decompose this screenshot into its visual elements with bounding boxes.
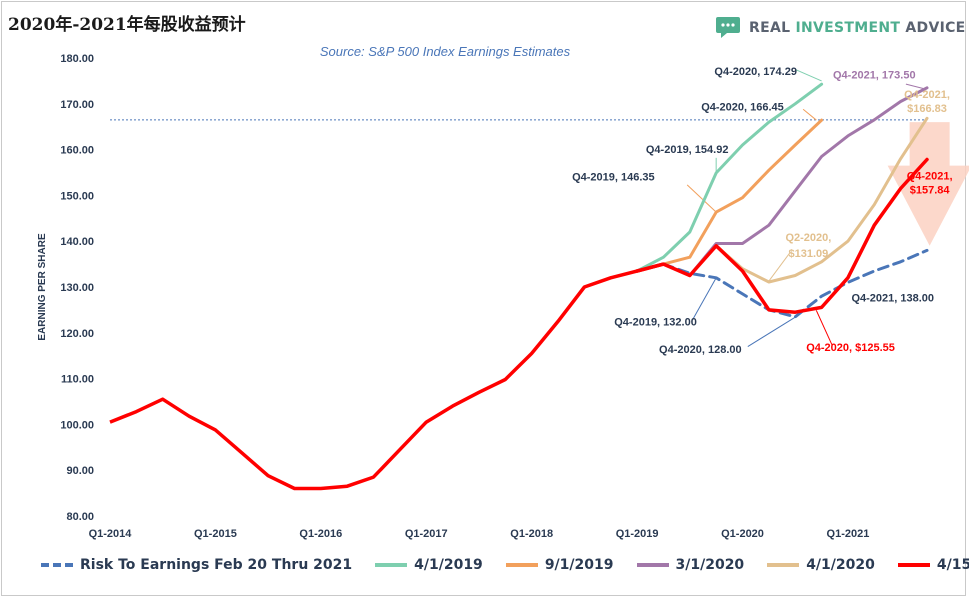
x-tick-label: Q1-2020 bbox=[721, 528, 764, 540]
callout-line bbox=[768, 252, 791, 282]
x-tick-label: Q1-2014 bbox=[89, 528, 133, 540]
legend-label: 9/1/2019 bbox=[544, 557, 614, 573]
brand-logo: REAL INVESTMENT ADVICE bbox=[715, 16, 966, 40]
page-title: 2020年-2021年每股收益预计 bbox=[8, 15, 246, 35]
x-tick-label: Q1-2017 bbox=[405, 528, 448, 540]
callout-line bbox=[795, 68, 822, 82]
legend-item: 4/15/2020 bbox=[897, 557, 969, 573]
series-line-5 bbox=[635, 157, 929, 314]
y-tick-label: 100.00 bbox=[60, 419, 94, 431]
brand-name: REAL INVESTMENT ADVICE bbox=[749, 20, 966, 36]
y-tick-label: 150.00 bbox=[60, 190, 94, 202]
y-tick-label: 90.00 bbox=[66, 465, 94, 477]
series-line-2 bbox=[662, 118, 824, 266]
x-tick-label: Q1-2016 bbox=[299, 528, 342, 540]
data-label: Q4-2019, 154.92 bbox=[646, 144, 729, 156]
data-label: Q4-2021, bbox=[904, 89, 950, 101]
data-label: $166.83 bbox=[907, 103, 947, 115]
legend-swatch bbox=[41, 563, 73, 567]
legend-item: 3/1/2020 bbox=[636, 557, 745, 573]
chart-legend: Risk To Earnings Feb 20 Thru 2021 4/1/201… bbox=[40, 552, 969, 578]
down-arrow-icon bbox=[887, 122, 969, 246]
y-tick-label: 160.00 bbox=[60, 145, 94, 157]
series-line-1 bbox=[635, 82, 824, 273]
callout-line bbox=[692, 277, 717, 321]
data-label: Q4-2021, 138.00 bbox=[851, 293, 934, 305]
base-history-line bbox=[109, 262, 664, 491]
x-tick-label: Q1-2021 bbox=[827, 528, 870, 540]
series-line-0 bbox=[662, 248, 929, 319]
legend-swatch bbox=[897, 563, 930, 567]
legend-item: Risk To Earnings Feb 20 Thru 2021 bbox=[40, 557, 352, 573]
callout-line bbox=[802, 108, 817, 121]
x-tick-label: Q1-2018 bbox=[510, 528, 553, 540]
data-label: $131.09 bbox=[789, 248, 829, 260]
data-label: Q2-2020, bbox=[785, 232, 831, 244]
x-tick-label: Q1-2015 bbox=[194, 528, 237, 540]
y-tick-label: 80.00 bbox=[66, 511, 94, 523]
data-label: Q4-2021, bbox=[907, 170, 953, 182]
legend-item: 9/1/2019 bbox=[505, 557, 614, 573]
data-label: Q4-2021, 173.50 bbox=[833, 70, 916, 82]
legend-swatch bbox=[505, 563, 538, 567]
y-tick-label: 180.00 bbox=[60, 53, 94, 65]
y-tick-label: 140.00 bbox=[60, 236, 94, 248]
data-label: Q4-2019, 132.00 bbox=[614, 316, 697, 328]
callout-line bbox=[815, 310, 833, 346]
legend-swatch bbox=[636, 563, 669, 567]
y-tick-label: 120.00 bbox=[60, 328, 94, 340]
legend-label: 4/1/2019 bbox=[414, 557, 483, 573]
y-tick-label: 110.00 bbox=[61, 374, 94, 386]
chat-bubble-icon bbox=[716, 17, 740, 38]
y-tick-label: 130.00 bbox=[60, 282, 94, 294]
callout-line bbox=[747, 316, 796, 347]
data-label: Q4-2020, 174.29 bbox=[714, 66, 797, 78]
legend-swatch bbox=[767, 563, 800, 567]
legend-label: 3/1/2020 bbox=[675, 557, 745, 573]
legend-label: 4/15/2020 bbox=[936, 557, 969, 573]
data-label: $157.84 bbox=[910, 185, 951, 197]
y-axis-label: EARNING PER SHARE bbox=[37, 233, 48, 341]
data-label: Q4-2020, 166.45 bbox=[701, 102, 784, 114]
callout-line bbox=[686, 184, 717, 213]
data-label: Q4-2019, 146.35 bbox=[572, 171, 655, 183]
chart-subtitle: Source: S&P 500 Index Earnings Estimates bbox=[320, 44, 571, 59]
x-tick-label: Q1-2019 bbox=[616, 528, 659, 540]
data-label: Q4-2020, 128.00 bbox=[659, 344, 742, 356]
legend-item: 4/1/2020 bbox=[766, 557, 875, 573]
series-line-3 bbox=[688, 86, 929, 277]
legend-item: 4/1/2019 bbox=[374, 557, 483, 573]
legend-label: 4/1/2020 bbox=[806, 557, 875, 573]
data-label: Q4-2020, $125.55 bbox=[806, 342, 895, 354]
callout-line bbox=[905, 83, 926, 90]
legend-swatch bbox=[375, 563, 408, 567]
legend-label: Risk To Earnings Feb 20 Thru 2021 bbox=[80, 557, 353, 573]
y-tick-label: 170.00 bbox=[60, 99, 94, 111]
